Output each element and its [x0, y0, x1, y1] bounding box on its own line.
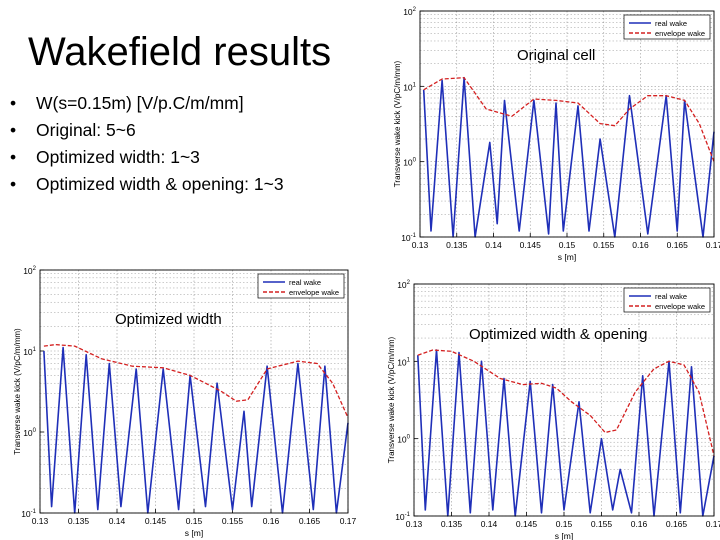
bullet-list: • W(s=0.15m) [V/p.C/m/mm] • Original: 5~6 …	[6, 90, 284, 198]
legend-label: envelope wake	[655, 29, 705, 38]
axes-frame	[419, 10, 715, 238]
bullet-text: Optimized width: 1~3	[36, 147, 200, 167]
x-axis-label: s [m]	[555, 531, 573, 540]
x-tick-label: 0.17	[706, 519, 720, 529]
envelope-wake-series	[423, 77, 715, 162]
legend-label: real wake	[289, 278, 321, 287]
x-tick-label: 0.14	[109, 516, 126, 526]
x-tick-label: 0.13	[32, 516, 49, 526]
x-axis-label: s [m]	[558, 252, 576, 262]
x-tick-label: 0.15	[186, 516, 203, 526]
y-axis-label: Transverse wake kick (V/pC/m/mm)	[387, 336, 396, 463]
chart-optimized-width: 0.13 0.135 0.14 0.145 0.15 0.155 0.16 0.165 0.17…	[13, 266, 357, 538]
x-tick-label: 0.145	[145, 516, 167, 526]
y-tick-label: 101	[23, 347, 36, 357]
y-tick-label: 101	[397, 357, 410, 367]
x-tick-label: 0.13	[412, 240, 429, 250]
bullet-item: • Original: 5~6	[6, 117, 284, 144]
y-tick-label: 102	[23, 266, 36, 276]
bullet-item: • Optimized width & opening: 1~3	[6, 171, 284, 198]
x-tick-label: 0.14	[481, 519, 498, 529]
chart-title-optimized-width: Optimized width	[115, 311, 222, 328]
x-tick-label: 0.165	[666, 519, 688, 529]
bullet-text: W(s=0.15m) [V/p.C/m/mm]	[36, 93, 244, 113]
y-tick-label: 102	[397, 280, 410, 290]
plot-area	[40, 270, 348, 513]
y-tick-label: 101	[403, 82, 416, 92]
axes-frame	[39, 269, 349, 514]
x-tick-label: 0.17	[706, 240, 720, 250]
x-tick-label: 0.155	[593, 240, 615, 250]
legend-label: real wake	[655, 19, 687, 28]
chart-original-cell: 0.13 0.135 0.14 0.145 0.15 0.155 0.16 0.165 0.17…	[393, 7, 720, 262]
y-tick-label: 10-1	[21, 509, 36, 519]
x-tick-label: 0.135	[446, 240, 468, 250]
x-tick-label: 0.13	[406, 519, 423, 529]
x-tick-label: 0.17	[340, 516, 357, 526]
y-tick-label: 10-1	[401, 233, 416, 243]
x-tick-label: 0.155	[222, 516, 244, 526]
bullet-marker: •	[10, 174, 17, 194]
bullet-marker: •	[10, 93, 17, 113]
x-tick-label: 0.15	[556, 519, 573, 529]
bullet-item: • W(s=0.15m) [V/p.C/m/mm]	[6, 90, 284, 117]
envelope-wake-series	[417, 349, 715, 456]
legend-label: real wake	[655, 292, 687, 301]
x-tick-label: 0.145	[520, 240, 542, 250]
real-wake-series	[417, 349, 715, 517]
bullet-text: Optimized width & opening: 1~3	[36, 174, 284, 194]
bullet-text: Original: 5~6	[36, 120, 136, 140]
envelope-wake-series	[43, 343, 349, 418]
x-tick-label: 0.16	[263, 516, 280, 526]
x-tick-label: 0.165	[667, 240, 689, 250]
x-tick-label: 0.135	[441, 519, 463, 529]
x-tick-label: 0.16	[631, 519, 648, 529]
x-tick-label: 0.145	[516, 519, 538, 529]
y-axis-label: Transverse wake kick (V/pC/m/mm)	[393, 60, 402, 187]
chart-title-optimized-width-opening: Optimized width & opening	[469, 326, 648, 343]
x-tick-label: 0.16	[632, 240, 649, 250]
x-tick-label: 0.14	[485, 240, 502, 250]
x-tick-label: 0.15	[559, 240, 576, 250]
y-axis-label: Transverse wake kick (V/pC/m/mm)	[13, 328, 22, 455]
legend-box	[623, 14, 711, 40]
slide-title: Wakefield results	[28, 30, 332, 74]
y-tick-label: 102	[403, 7, 416, 17]
chart-optimized-width-opening: 0.13 0.135 0.14 0.145 0.15 0.155 0.16 0.165 0.17…	[387, 280, 720, 540]
bullet-marker: •	[10, 147, 17, 167]
legend-box	[257, 273, 345, 299]
x-tick-label: 0.135	[68, 516, 90, 526]
x-tick-label: 0.155	[591, 519, 613, 529]
x-tick-label: 0.165	[299, 516, 321, 526]
y-tick-label: 10-1	[395, 512, 410, 522]
axes-frame	[413, 283, 715, 517]
legend-box	[623, 287, 711, 313]
y-tick-label: 100	[403, 158, 416, 168]
legend-label: envelope wake	[289, 288, 339, 297]
bullet-marker: •	[10, 120, 17, 140]
y-tick-label: 100	[397, 435, 410, 445]
legend-label: envelope wake	[655, 302, 705, 311]
bullet-item: • Optimized width: 1~3	[6, 144, 284, 171]
y-tick-label: 100	[23, 428, 36, 438]
chart-title-original-cell: Original cell	[517, 47, 596, 64]
x-axis-label: s [m]	[185, 528, 203, 538]
